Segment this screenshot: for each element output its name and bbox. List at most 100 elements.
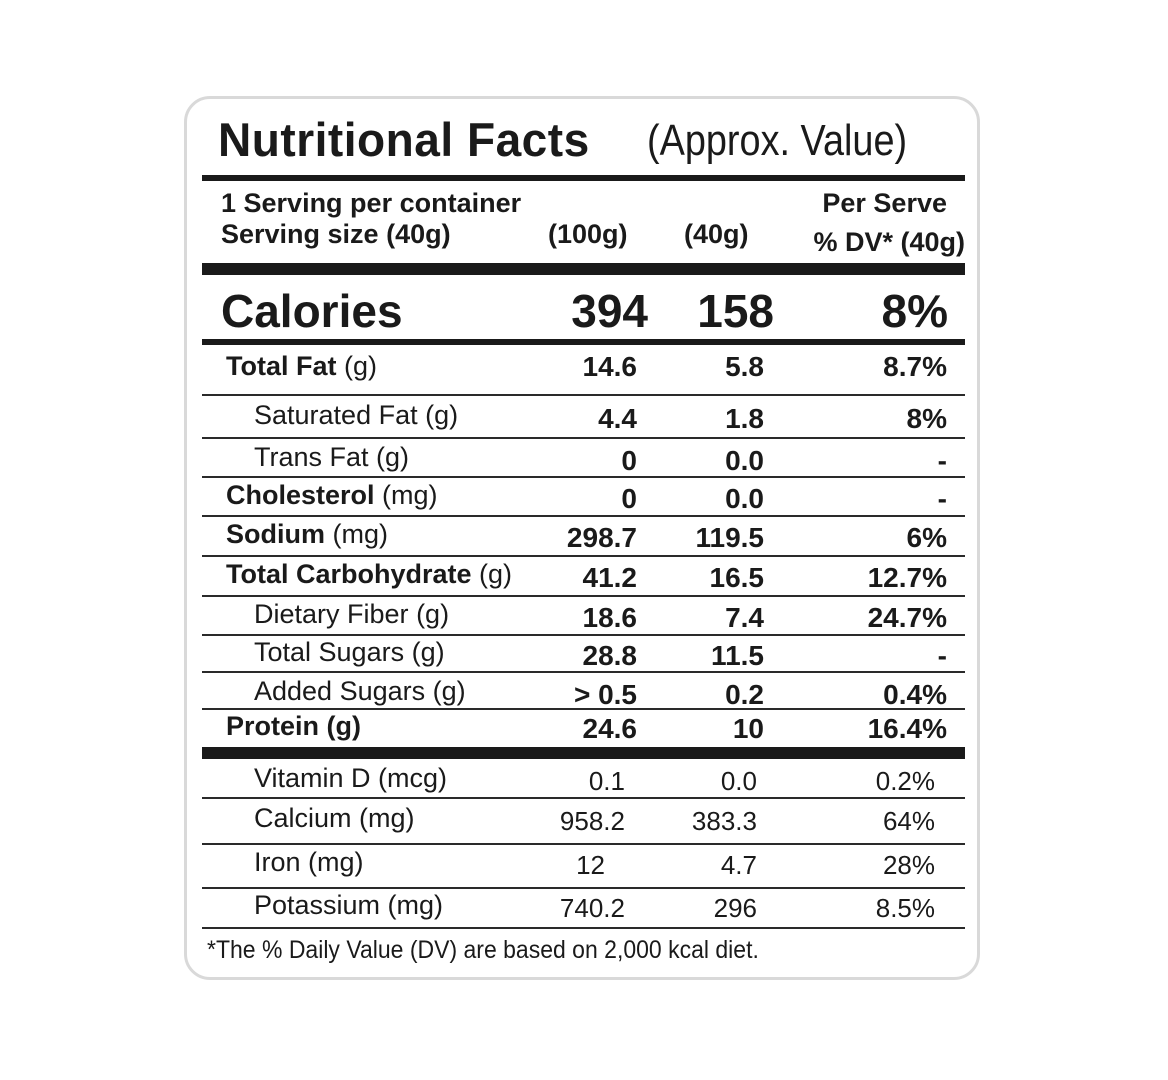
label-title: Nutritional Facts [218,113,590,166]
value-40g: 0.0 [725,445,764,476]
value-40g: 7.4 [725,602,764,633]
value-100g: 24.6 [582,713,638,744]
row-divider [202,797,965,799]
column-header-per-serve: Per Serve [822,188,947,218]
nutrient-unit: (g) [425,400,459,430]
nutrient-row-saturated-fat: Saturated Fat (g) 4.4 1.8 8% [202,400,965,440]
column-header-dv: % DV* (40g) [813,227,965,257]
nutrient-name: Cholesterol [226,480,375,510]
nutrition-label-card [184,96,980,980]
calories-label: Calories [221,285,403,337]
row-divider [202,708,965,710]
value-40g: 16.5 [709,562,765,593]
mineral-row-iron: Iron (mg) 12 4.7 28% [202,847,965,887]
mineral-row-calcium: Calcium (mg) 958.2 383.3 64% [202,803,965,843]
nutrient-name: Saturated Fat [254,400,418,430]
row-divider [202,515,965,517]
value-40g: 119.5 [695,522,764,553]
nutrient-row-trans-fat: Trans Fat (g) 0 0.0 - [202,442,965,482]
column-header-100g: (100g) [548,219,628,249]
row-divider [202,555,965,557]
nutrient-unit: (g) [411,637,445,667]
nutrient-row-total-sugars: Total Sugars (g) 28.8 11.5 - [202,637,965,677]
value-40g: 0.0 [720,766,757,796]
footnote: *The % Daily Value (DV) are based on 2,0… [207,936,759,964]
value-40g: 11.5 [711,640,764,671]
nutrient-unit: (mg) [382,480,438,510]
rule-top [202,175,965,181]
rule-thick-minerals [202,747,965,759]
row-divider [202,595,965,597]
value-dv: - [937,483,947,514]
serving-size: Serving size (40g) [221,219,451,249]
rule-thick-header [202,263,965,275]
nutrient-unit: (g) [432,676,466,706]
calories-dv: 8% [881,285,948,337]
value-40g: 383.3 [691,806,757,836]
nutrient-row-dietary-fiber: Dietary Fiber (g) 18.6 7.4 24.7% [202,599,965,639]
mineral-name: Iron (mg) [254,847,364,877]
nutrient-unit: (g) [479,559,513,589]
value-100g: 12 [576,850,605,880]
nutrient-name: Sodium [226,519,325,549]
row-divider [202,887,965,889]
value-dv: 12.7% [867,562,947,593]
label-subtitle: (Approx. Value) [647,116,908,165]
value-dv: 8.5% [875,893,935,923]
column-header-40g: (40g) [684,219,749,249]
nutrient-row-protein: Protein (g) 24.6 10 16.4% [202,711,965,751]
value-dv: 28% [882,850,935,880]
row-divider [202,927,965,929]
calories-per-40g: 158 [697,285,774,337]
nutrient-name: Total Sugars [254,637,405,667]
nutrient-name: Total Fat [226,351,337,381]
servings-per-container: 1 Serving per container [221,188,522,218]
value-100g: 14.6 [582,351,638,382]
value-40g: 4.7 [720,850,757,880]
nutrient-name: Total Carbohydrate [226,559,472,589]
value-100g: 28.8 [582,640,638,671]
nutrient-name: Added Sugars [254,676,426,706]
value-40g: 0.0 [725,483,764,514]
mineral-name: Calcium (mg) [254,803,415,833]
value-100g: 0 [621,445,637,476]
row-divider [202,437,965,439]
value-40g: 0.2 [725,679,764,710]
row-divider [202,634,965,636]
nutrient-name: Trans Fat [254,442,369,472]
nutrient-unit: (mg) [332,519,389,549]
value-40g: 1.8 [725,403,764,434]
mineral-name: Potassium (mg) [254,890,444,920]
value-40g: 296 [713,893,757,923]
value-dv: - [937,445,947,476]
nutrient-row-total-carbohydrate: Total Carbohydrate (g) 41.2 16.5 12.7% [202,559,965,599]
row-divider [202,394,965,396]
value-100g: 41.2 [582,562,638,593]
rule-calories [202,339,965,345]
calories-per-100g: 394 [571,285,648,337]
value-dv: 0.2% [875,766,935,796]
value-100g: 4.4 [598,403,637,434]
nutrient-row-sodium: Sodium (mg) 298.7 119.5 6% [202,519,965,559]
value-dv: 8% [906,403,947,434]
row-divider [202,843,965,845]
value-40g: 5.8 [725,351,764,382]
value-40g: 10 [732,713,764,744]
value-dv: 64% [882,806,935,836]
value-dv: 16.4% [867,713,947,744]
nutrient-row-cholesterol: Cholesterol (mg) 0 0.0 - [202,480,965,520]
value-dv: 8.7% [883,351,947,382]
nutrient-unit: (g) [416,599,450,629]
value-dv: 24.7% [867,602,947,633]
value-100g: > 0.5 [573,679,637,710]
value-100g: 298.7 [566,522,637,553]
value-dv: 6% [906,522,947,553]
nutrient-name: Protein (g) [226,711,361,741]
mineral-row-potassium: Potassium (mg) 740.2 296 8.5% [202,890,965,930]
nutrient-row-total-fat: Total Fat (g) 14.6 5.8 8.7% [202,351,965,391]
value-100g: 740.2 [559,893,625,923]
nutrient-row-added-sugars: Added Sugars (g) > 0.5 0.2 0.4% [202,676,965,716]
mineral-row-vitamin-d: Vitamin D (mcg) 0.1 0.0 0.2% [202,763,965,803]
mineral-name: Vitamin D (mcg) [254,763,448,793]
value-100g: 18.6 [582,602,638,633]
